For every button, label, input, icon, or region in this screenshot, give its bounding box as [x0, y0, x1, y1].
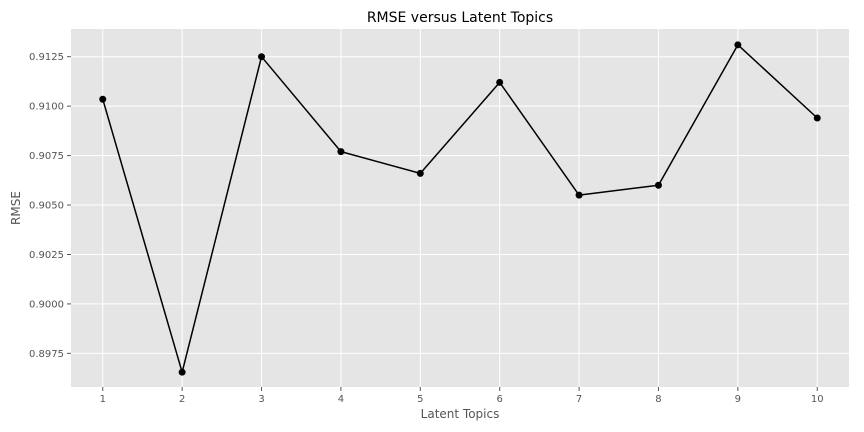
grid-lines	[71, 29, 849, 387]
y-tick-label: 0.9000	[29, 299, 64, 310]
x-axis-label: Latent Topics	[421, 407, 500, 421]
data-point	[734, 41, 742, 49]
data-series	[99, 41, 821, 376]
chart-title: RMSE versus Latent Topics	[367, 10, 553, 26]
x-tick-label: 8	[655, 394, 661, 405]
x-tick-label: 4	[338, 394, 344, 405]
data-point	[337, 148, 345, 156]
plot-area	[71, 29, 849, 387]
x-tick-label: 6	[497, 394, 503, 405]
x-tick-label: 7	[576, 394, 582, 405]
data-point	[496, 78, 504, 86]
x-tick-label: 3	[258, 394, 264, 405]
y-tick-label: 0.9100	[29, 102, 64, 113]
data-point	[416, 169, 424, 177]
data-point	[575, 191, 583, 199]
x-tick-label: 5	[417, 394, 423, 405]
y-tick-label: 0.9050	[29, 201, 64, 212]
y-tick-label: 0.9025	[29, 250, 64, 261]
y-tick-label: 0.8975	[29, 349, 64, 360]
axis-ticks: 1 2 3 4 5 6 7 8 9 10 0.8975 0.9000 0.9025 0.9050 0.907…	[29, 52, 824, 405]
data-point	[258, 53, 266, 61]
data-point	[99, 95, 107, 103]
data-point	[813, 114, 821, 122]
x-tick-label: 1	[100, 394, 106, 405]
x-tick-label: 10	[811, 394, 824, 405]
y-tick-label: 0.9075	[29, 151, 64, 162]
x-tick-label: 2	[179, 394, 185, 405]
y-tick-label: 0.9125	[29, 52, 64, 63]
data-point	[654, 181, 662, 189]
y-axis-label: RMSE	[9, 191, 23, 225]
series-line	[102, 44, 818, 373]
data-point	[178, 368, 186, 376]
x-tick-label: 9	[735, 394, 741, 405]
